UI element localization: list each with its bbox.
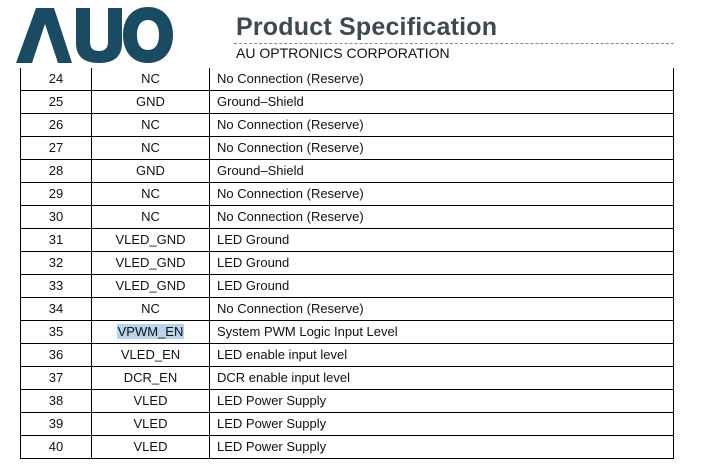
pin-symbol-cell: VLED_GND	[91, 251, 210, 275]
pin-symbol-cell: NC	[91, 113, 210, 137]
table-row: 34 NC No Connection (Reserve)	[20, 297, 674, 321]
pin-number-cell: 35	[20, 320, 92, 344]
pin-number-cell: 30	[20, 205, 92, 229]
pin-number-cell: 32	[20, 251, 92, 275]
pin-assignment-table: 24 NC No Connection (Reserve) 25 GND Ground–S…	[20, 68, 674, 459]
table-row: 40 VLED LED Power Supply	[20, 435, 674, 459]
pin-number-cell: 31	[20, 228, 92, 252]
pin-description-cell: LED enable input level	[209, 343, 674, 367]
pin-description-cell: LED Ground	[209, 228, 674, 252]
pin-number-cell: 28	[20, 159, 92, 183]
auo-logo	[16, 7, 173, 63]
pin-symbol-cell: VLED_EN	[91, 343, 210, 367]
pin-description-cell: No Connection (Reserve)	[209, 297, 674, 321]
pin-description-cell: No Connection (Reserve)	[209, 68, 674, 91]
pin-description-cell: LED Power Supply	[209, 435, 674, 459]
table-row: 37 DCR_EN DCR enable input level	[20, 366, 674, 390]
pin-number-cell: 38	[20, 389, 92, 413]
pin-description-cell: No Connection (Reserve)	[209, 136, 674, 160]
pin-symbol-cell: DCR_EN	[91, 366, 210, 390]
pin-number-cell: 29	[20, 182, 92, 206]
pin-description-cell: LED Power Supply	[209, 412, 674, 436]
table-row: 30 NC No Connection (Reserve)	[20, 205, 674, 229]
pin-number-cell: 34	[20, 297, 92, 321]
pin-description-cell: LED Ground	[209, 274, 674, 298]
company-name: AU OPTRONICS CORPORATION	[236, 45, 450, 61]
pin-description-cell: No Connection (Reserve)	[209, 182, 674, 206]
pin-description-cell: No Connection (Reserve)	[209, 205, 674, 229]
pin-description-cell: DCR enable input level	[209, 366, 674, 390]
table-row: 25 GND Ground–Shield	[20, 90, 674, 114]
selected-symbol-text[interactable]: VPWM_EN	[116, 324, 185, 339]
table-row: 35 VPWM_EN System PWM Logic Input Level	[20, 320, 674, 344]
page-title: Product Specification	[236, 13, 498, 41]
table-row: 31 VLED_GND LED Ground	[20, 228, 674, 252]
pin-symbol-cell: NC	[91, 136, 210, 160]
pin-symbol-cell: VLED	[91, 412, 210, 436]
pin-number-cell: 39	[20, 412, 92, 436]
header-divider	[234, 43, 674, 44]
pin-number-cell: 24	[20, 68, 92, 91]
pin-description-cell: No Connection (Reserve)	[209, 113, 674, 137]
table-row: 39 VLED LED Power Supply	[20, 412, 674, 436]
pin-number-cell: 40	[20, 435, 92, 459]
pin-description-cell: Ground–Shield	[209, 159, 674, 183]
table-row: 24 NC No Connection (Reserve)	[20, 68, 674, 91]
pin-symbol-cell: NC	[91, 68, 210, 91]
pin-symbol-cell: VLED	[91, 389, 210, 413]
pin-number-cell: 37	[20, 366, 92, 390]
table-row: 32 VLED_GND LED Ground	[20, 251, 674, 275]
pin-number-cell: 26	[20, 113, 92, 137]
pin-number-cell: 36	[20, 343, 92, 367]
pin-symbol-cell: GND	[91, 90, 210, 114]
pin-symbol-cell: VLED_GND	[91, 228, 210, 252]
table-row: 36 VLED_EN LED enable input level	[20, 343, 674, 367]
pin-symbol-cell: VLED_GND	[91, 274, 210, 298]
table-row: 27 NC No Connection (Reserve)	[20, 136, 674, 160]
table-row: 29 NC No Connection (Reserve)	[20, 182, 674, 206]
pin-description-cell: LED Power Supply	[209, 389, 674, 413]
pin-symbol-cell: GND	[91, 159, 210, 183]
pin-number-cell: 25	[20, 90, 92, 114]
pin-description-cell: System PWM Logic Input Level	[209, 320, 674, 344]
pin-number-cell: 33	[20, 274, 92, 298]
table-row: 28 GND Ground–Shield	[20, 159, 674, 183]
pin-description-cell: LED Ground	[209, 251, 674, 275]
pin-symbol-cell: NC	[91, 182, 210, 206]
pin-symbol-cell: NC	[91, 205, 210, 229]
pin-symbol-cell: VLED	[91, 435, 210, 459]
pin-symbol-cell: VPWM_EN	[91, 320, 210, 344]
pin-number-cell: 27	[20, 136, 92, 160]
table-row: 33 VLED_GND LED Ground	[20, 274, 674, 298]
pin-description-cell: Ground–Shield	[209, 90, 674, 114]
table-row: 26 NC No Connection (Reserve)	[20, 113, 674, 137]
table-row: 38 VLED LED Power Supply	[20, 389, 674, 413]
pin-symbol-cell: NC	[91, 297, 210, 321]
